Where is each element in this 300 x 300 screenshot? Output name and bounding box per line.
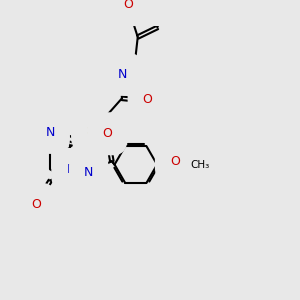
Text: O: O <box>31 198 41 211</box>
Text: O: O <box>123 0 133 11</box>
Text: O: O <box>102 127 112 140</box>
Text: H: H <box>85 174 93 184</box>
Text: N: N <box>46 126 55 139</box>
Text: H: H <box>109 69 117 80</box>
Text: S: S <box>86 124 94 137</box>
Text: N: N <box>118 68 128 81</box>
Text: CH₃: CH₃ <box>190 160 210 170</box>
Text: N: N <box>66 163 76 176</box>
Text: N: N <box>84 166 93 179</box>
Text: O: O <box>170 154 180 167</box>
Text: O: O <box>142 94 152 106</box>
